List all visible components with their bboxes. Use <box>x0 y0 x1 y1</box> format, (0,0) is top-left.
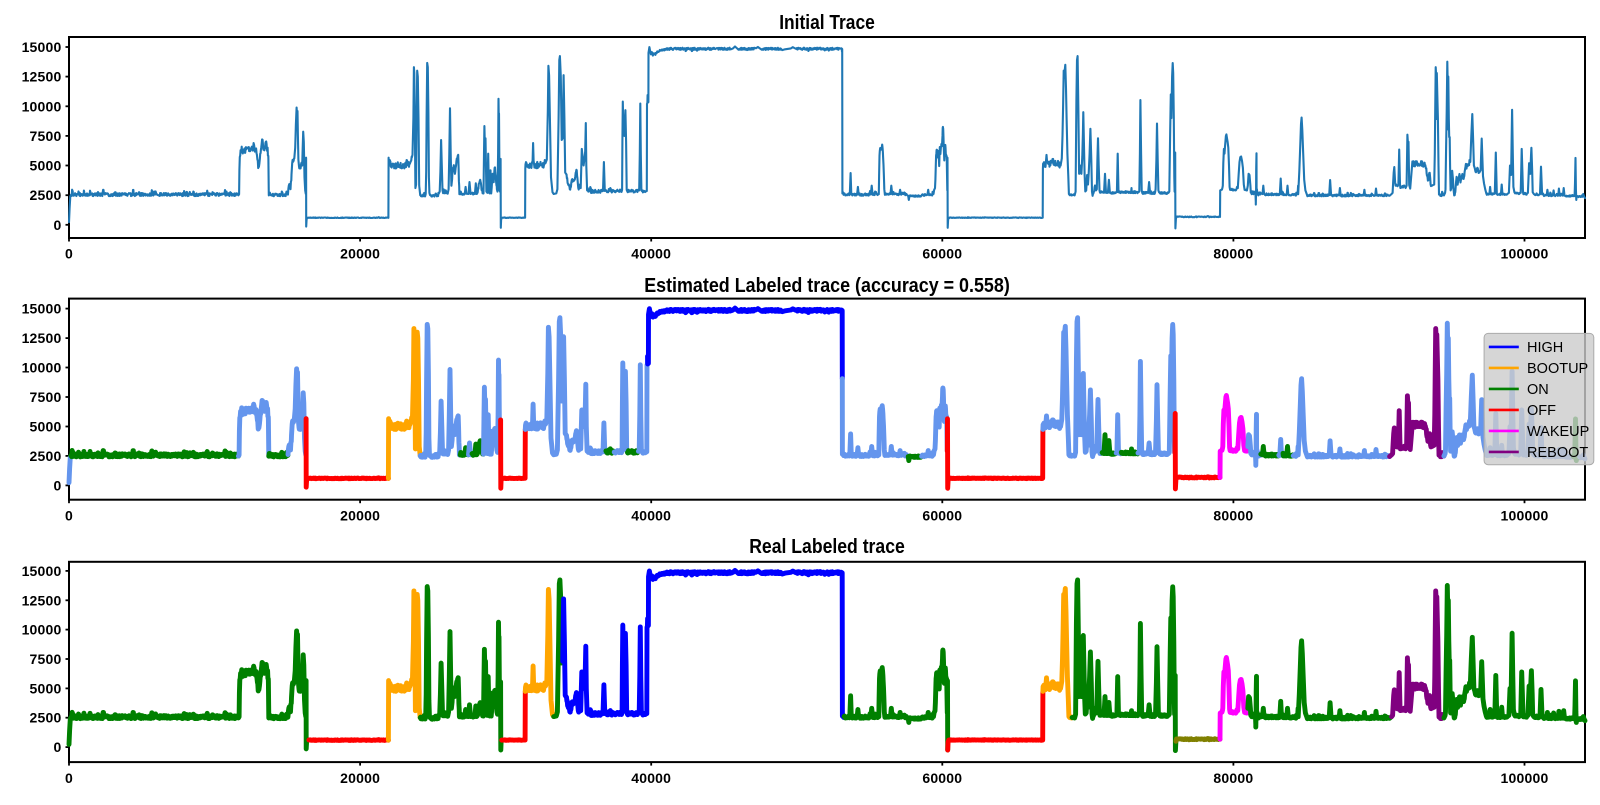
svg-text:80000: 80000 <box>1213 507 1253 523</box>
svg-text:7500: 7500 <box>30 128 62 144</box>
svg-text:0: 0 <box>65 770 73 786</box>
svg-text:60000: 60000 <box>922 246 962 262</box>
svg-text:80000: 80000 <box>1213 246 1253 262</box>
svg-text:7500: 7500 <box>30 651 62 667</box>
svg-text:0: 0 <box>65 507 73 523</box>
svg-text:40000: 40000 <box>631 507 671 523</box>
svg-text:12500: 12500 <box>22 592 62 608</box>
svg-text:20000: 20000 <box>340 770 380 786</box>
svg-text:WAKEUP: WAKEUP <box>1527 424 1589 440</box>
svg-text:15000: 15000 <box>22 301 62 317</box>
svg-text:15000: 15000 <box>22 39 62 55</box>
svg-text:HIGH: HIGH <box>1527 340 1563 356</box>
svg-text:0: 0 <box>54 477 62 493</box>
svg-text:0: 0 <box>65 246 73 262</box>
svg-text:BOOTUP: BOOTUP <box>1527 361 1588 377</box>
svg-text:100000: 100000 <box>1501 770 1549 786</box>
svg-text:15000: 15000 <box>22 563 62 579</box>
svg-text:0: 0 <box>54 217 62 233</box>
svg-text:10000: 10000 <box>22 98 62 114</box>
svg-text:5000: 5000 <box>30 680 62 696</box>
svg-text:0: 0 <box>54 739 62 755</box>
svg-text:60000: 60000 <box>922 507 962 523</box>
svg-text:12500: 12500 <box>22 69 62 85</box>
svg-text:Initial Trace: Initial Trace <box>779 12 875 34</box>
svg-text:10000: 10000 <box>22 622 62 638</box>
svg-text:2500: 2500 <box>30 710 62 726</box>
svg-text:80000: 80000 <box>1213 770 1253 786</box>
svg-text:20000: 20000 <box>340 507 380 523</box>
svg-text:10000: 10000 <box>22 360 62 376</box>
svg-text:2500: 2500 <box>30 448 62 464</box>
svg-text:5000: 5000 <box>30 419 62 435</box>
svg-text:60000: 60000 <box>922 770 962 786</box>
svg-text:Real Labeled trace: Real Labeled trace <box>749 536 905 558</box>
svg-text:20000: 20000 <box>340 246 380 262</box>
svg-text:2500: 2500 <box>30 187 62 203</box>
svg-text:Estimated Labeled trace (accur: Estimated Labeled trace (accuracy = 0.55… <box>644 275 1010 297</box>
svg-text:ON: ON <box>1527 382 1549 398</box>
svg-text:REBOOT: REBOOT <box>1527 445 1588 461</box>
svg-text:12500: 12500 <box>22 330 62 346</box>
svg-text:OFF: OFF <box>1527 403 1556 419</box>
svg-text:40000: 40000 <box>631 246 671 262</box>
svg-text:100000: 100000 <box>1501 246 1549 262</box>
svg-text:100000: 100000 <box>1501 507 1549 523</box>
svg-text:5000: 5000 <box>30 158 62 174</box>
svg-text:7500: 7500 <box>30 389 62 405</box>
svg-text:40000: 40000 <box>631 770 671 786</box>
